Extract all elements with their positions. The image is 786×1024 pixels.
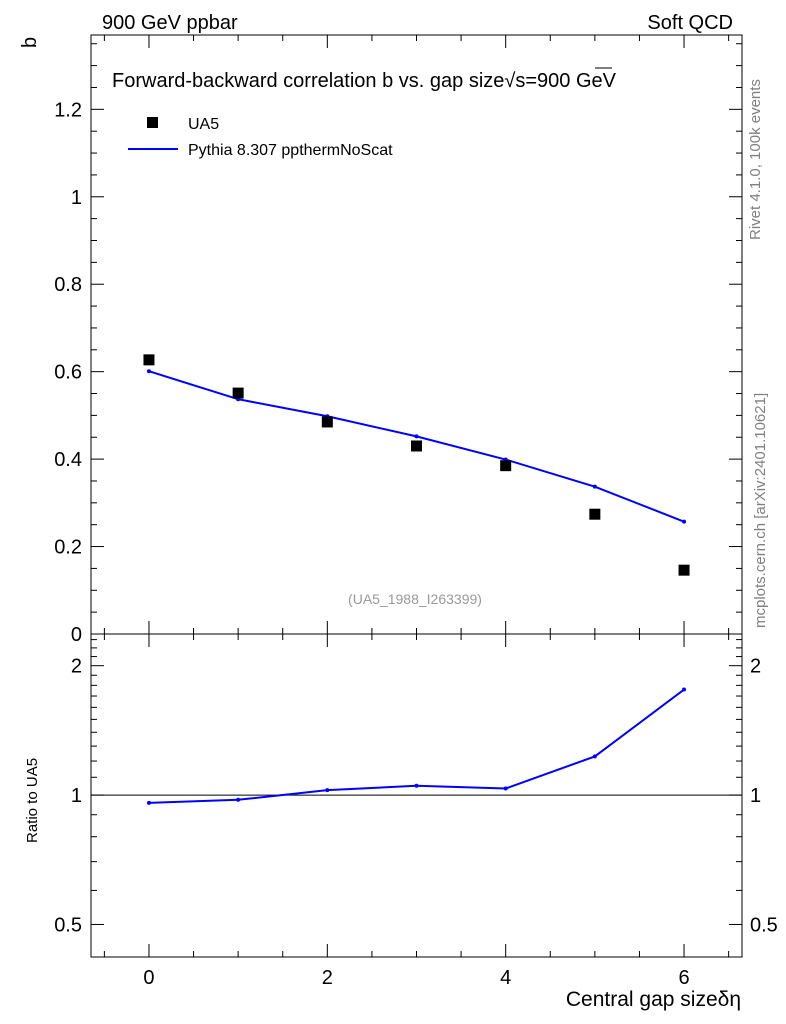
main-marks bbox=[143, 354, 690, 576]
main-title-text: Forward-backward correlation b vs. gap s… bbox=[112, 70, 504, 92]
ratio-y-tick-label: 0.5 bbox=[54, 914, 82, 936]
x-tick-label: 4 bbox=[500, 967, 511, 989]
ratio-point bbox=[236, 797, 241, 802]
main-y-tick-label: 0.2 bbox=[54, 537, 82, 559]
x-tick-label: 6 bbox=[678, 967, 689, 989]
main-y-tick-label: 0.4 bbox=[54, 449, 82, 471]
main-y-tick-label: 0.8 bbox=[54, 274, 82, 296]
x-axis-label-text: Central gap size bbox=[566, 988, 718, 1011]
ratio-y-tick-label-right: 2 bbox=[750, 656, 761, 678]
sqrt-sign: √ bbox=[504, 70, 515, 92]
ratio-point bbox=[682, 687, 687, 692]
ratio-y-tick-label: 1 bbox=[71, 785, 82, 807]
ratio-y-tick-label: 2 bbox=[71, 656, 82, 678]
ratio-ticks: 0.5 0.5 1 1 2 2 0 2 4 6 bbox=[54, 634, 778, 989]
legend-data-label: UA5 bbox=[188, 116, 219, 133]
main-y-tick-label: 1 bbox=[71, 187, 82, 209]
header-collision-label: 900 GeV ppbar bbox=[102, 12, 238, 34]
x-tick-label: 2 bbox=[322, 967, 333, 989]
mcplots-source-label: mcplots.cern.ch [arXiv:2401.10621] bbox=[752, 393, 769, 628]
data-point bbox=[500, 460, 512, 472]
data-point bbox=[321, 416, 333, 428]
main-title: Forward-backward correlation b vs. gap s… bbox=[112, 70, 617, 92]
main-ticks: 0 0.2 0.4 0.6 0.8 1 1.2 bbox=[54, 35, 742, 646]
analysis-label: (UA5_1988_I263399) bbox=[348, 591, 482, 607]
data-point bbox=[143, 354, 155, 366]
mc-point bbox=[592, 484, 597, 489]
legend: UA5 Pythia 8.307 ppthermNoScat bbox=[128, 116, 393, 159]
rivet-version-label: Rivet 4.1.0, 100k events bbox=[747, 79, 764, 240]
ratio-panel: Ratio to UA5 Central gap sizeδη 0.5 0.5 1 1… bbox=[24, 633, 778, 1011]
header-category-label: Soft QCD bbox=[647, 12, 733, 34]
x-axis-label-symbol: δη bbox=[718, 988, 741, 1011]
ratio-marks bbox=[91, 687, 742, 805]
main-y-tick-label: 1.2 bbox=[54, 99, 82, 121]
ratio-point bbox=[146, 800, 151, 805]
data-point bbox=[678, 564, 690, 576]
main-panel: b Forward-backward correlation b vs. gap… bbox=[19, 34, 743, 646]
main-y-tick-label: 0.6 bbox=[54, 362, 82, 384]
legend-mc-label: Pythia 8.307 ppthermNoScat bbox=[188, 142, 393, 159]
data-point bbox=[589, 508, 601, 520]
legend-data-marker bbox=[147, 117, 158, 128]
ratio-point bbox=[503, 786, 508, 791]
ratio-point bbox=[325, 788, 330, 793]
mc-point bbox=[682, 519, 687, 524]
ratio-y-axis-label: Ratio to UA5 bbox=[24, 758, 41, 843]
main-title-energy: s=900 GeV bbox=[515, 70, 616, 92]
ratio-point bbox=[414, 783, 419, 788]
main-y-axis-label: b bbox=[19, 37, 41, 48]
mc-point bbox=[146, 369, 151, 374]
x-axis-label: Central gap sizeδη bbox=[566, 988, 741, 1011]
mc-point bbox=[414, 434, 419, 439]
main-y-tick-label: 0 bbox=[71, 624, 82, 646]
data-point bbox=[411, 440, 422, 452]
data-point bbox=[232, 387, 244, 399]
ratio-y-tick-label-right: 0.5 bbox=[750, 914, 778, 936]
x-tick-label: 0 bbox=[143, 967, 154, 989]
ratio-y-tick-label-right: 1 bbox=[750, 785, 761, 807]
ratio-point bbox=[592, 754, 597, 759]
